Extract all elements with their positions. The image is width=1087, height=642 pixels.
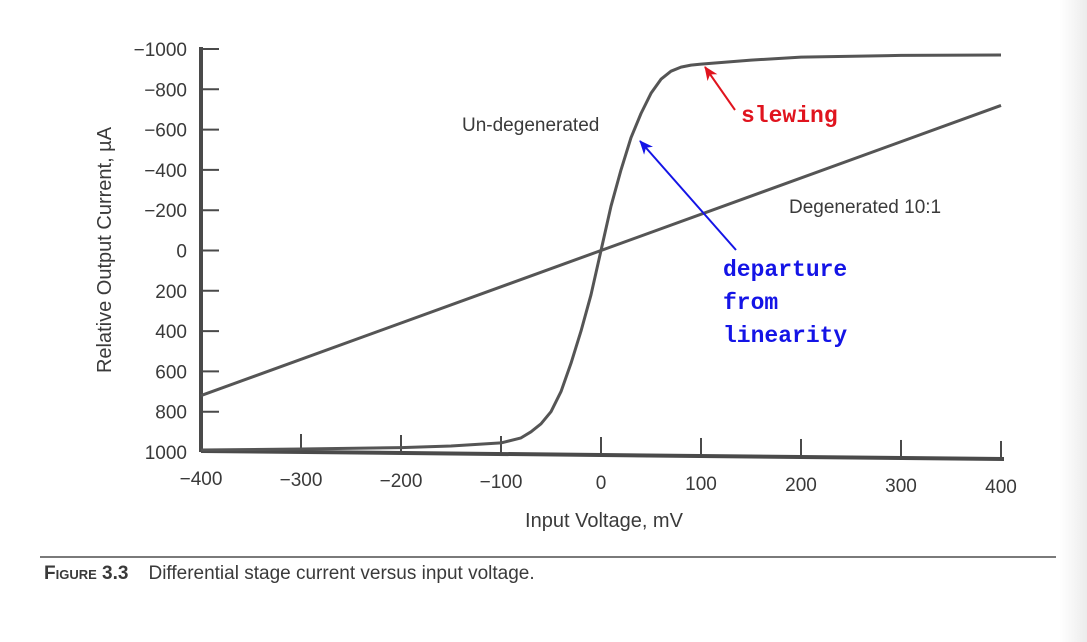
x-tick-label: −400 — [180, 469, 223, 490]
page-edge-shadow — [1060, 0, 1087, 642]
annotation-slewing: slewing — [741, 103, 838, 129]
y-tick-label: 0 — [176, 242, 187, 263]
x-axis-title: Input Voltage, mV — [525, 510, 684, 532]
y-tick-label: 200 — [155, 282, 187, 303]
x-tick-label: 300 — [885, 476, 917, 497]
series-label-degenerated: Degenerated 10:1 — [789, 197, 941, 218]
caption-rule — [40, 556, 1056, 558]
annotation-departure-line-1: departure — [723, 257, 847, 283]
annotation-departure-line-2: from — [723, 290, 778, 316]
y-tick-label: 400 — [155, 322, 187, 343]
x-ticks: −400 −300 −200 −100 0 100 200 300 400 — [180, 433, 1017, 498]
slewing-arrow — [704, 66, 736, 111]
series-line-un-degenerated — [200, 53, 1002, 452]
x-tick-label: 400 — [985, 477, 1017, 498]
figure-label: Figure 3.3 — [44, 563, 129, 584]
x-tick-label: 0 — [596, 473, 607, 494]
series-label-un-degenerated: Un-degenerated — [462, 115, 599, 136]
departure-arrow — [639, 140, 737, 251]
x-tick-label: −300 — [280, 470, 323, 491]
y-ticks: −1000 −800 −600 −400 −200 0 200 400 600 800 1000 — [134, 40, 219, 464]
x-tick-label: −200 — [380, 471, 423, 492]
annotation-departure-line-3: linearity — [723, 323, 847, 349]
x-tick-label: 100 — [685, 474, 717, 495]
y-tick-label: 600 — [155, 362, 187, 383]
y-tick-label: −800 — [144, 80, 187, 101]
series-line-degenerated — [200, 104, 1002, 397]
y-tick-label: −400 — [144, 161, 187, 182]
x-tick-label: 200 — [785, 475, 817, 496]
y-tick-label: 1000 — [145, 443, 187, 464]
y-tick-label: −600 — [144, 121, 187, 142]
y-tick-label: −200 — [144, 201, 187, 222]
y-axis-title: Relative Output Current, µA — [94, 126, 116, 373]
x-tick-label: −100 — [480, 472, 523, 493]
figure-caption: Figure 3.3 Differential stage current ver… — [44, 563, 535, 585]
x-axis — [200, 449, 1005, 461]
y-tick-label: −1000 — [134, 40, 187, 61]
y-tick-label: 800 — [155, 403, 187, 424]
caption-text: Differential stage current versus input … — [148, 563, 535, 584]
